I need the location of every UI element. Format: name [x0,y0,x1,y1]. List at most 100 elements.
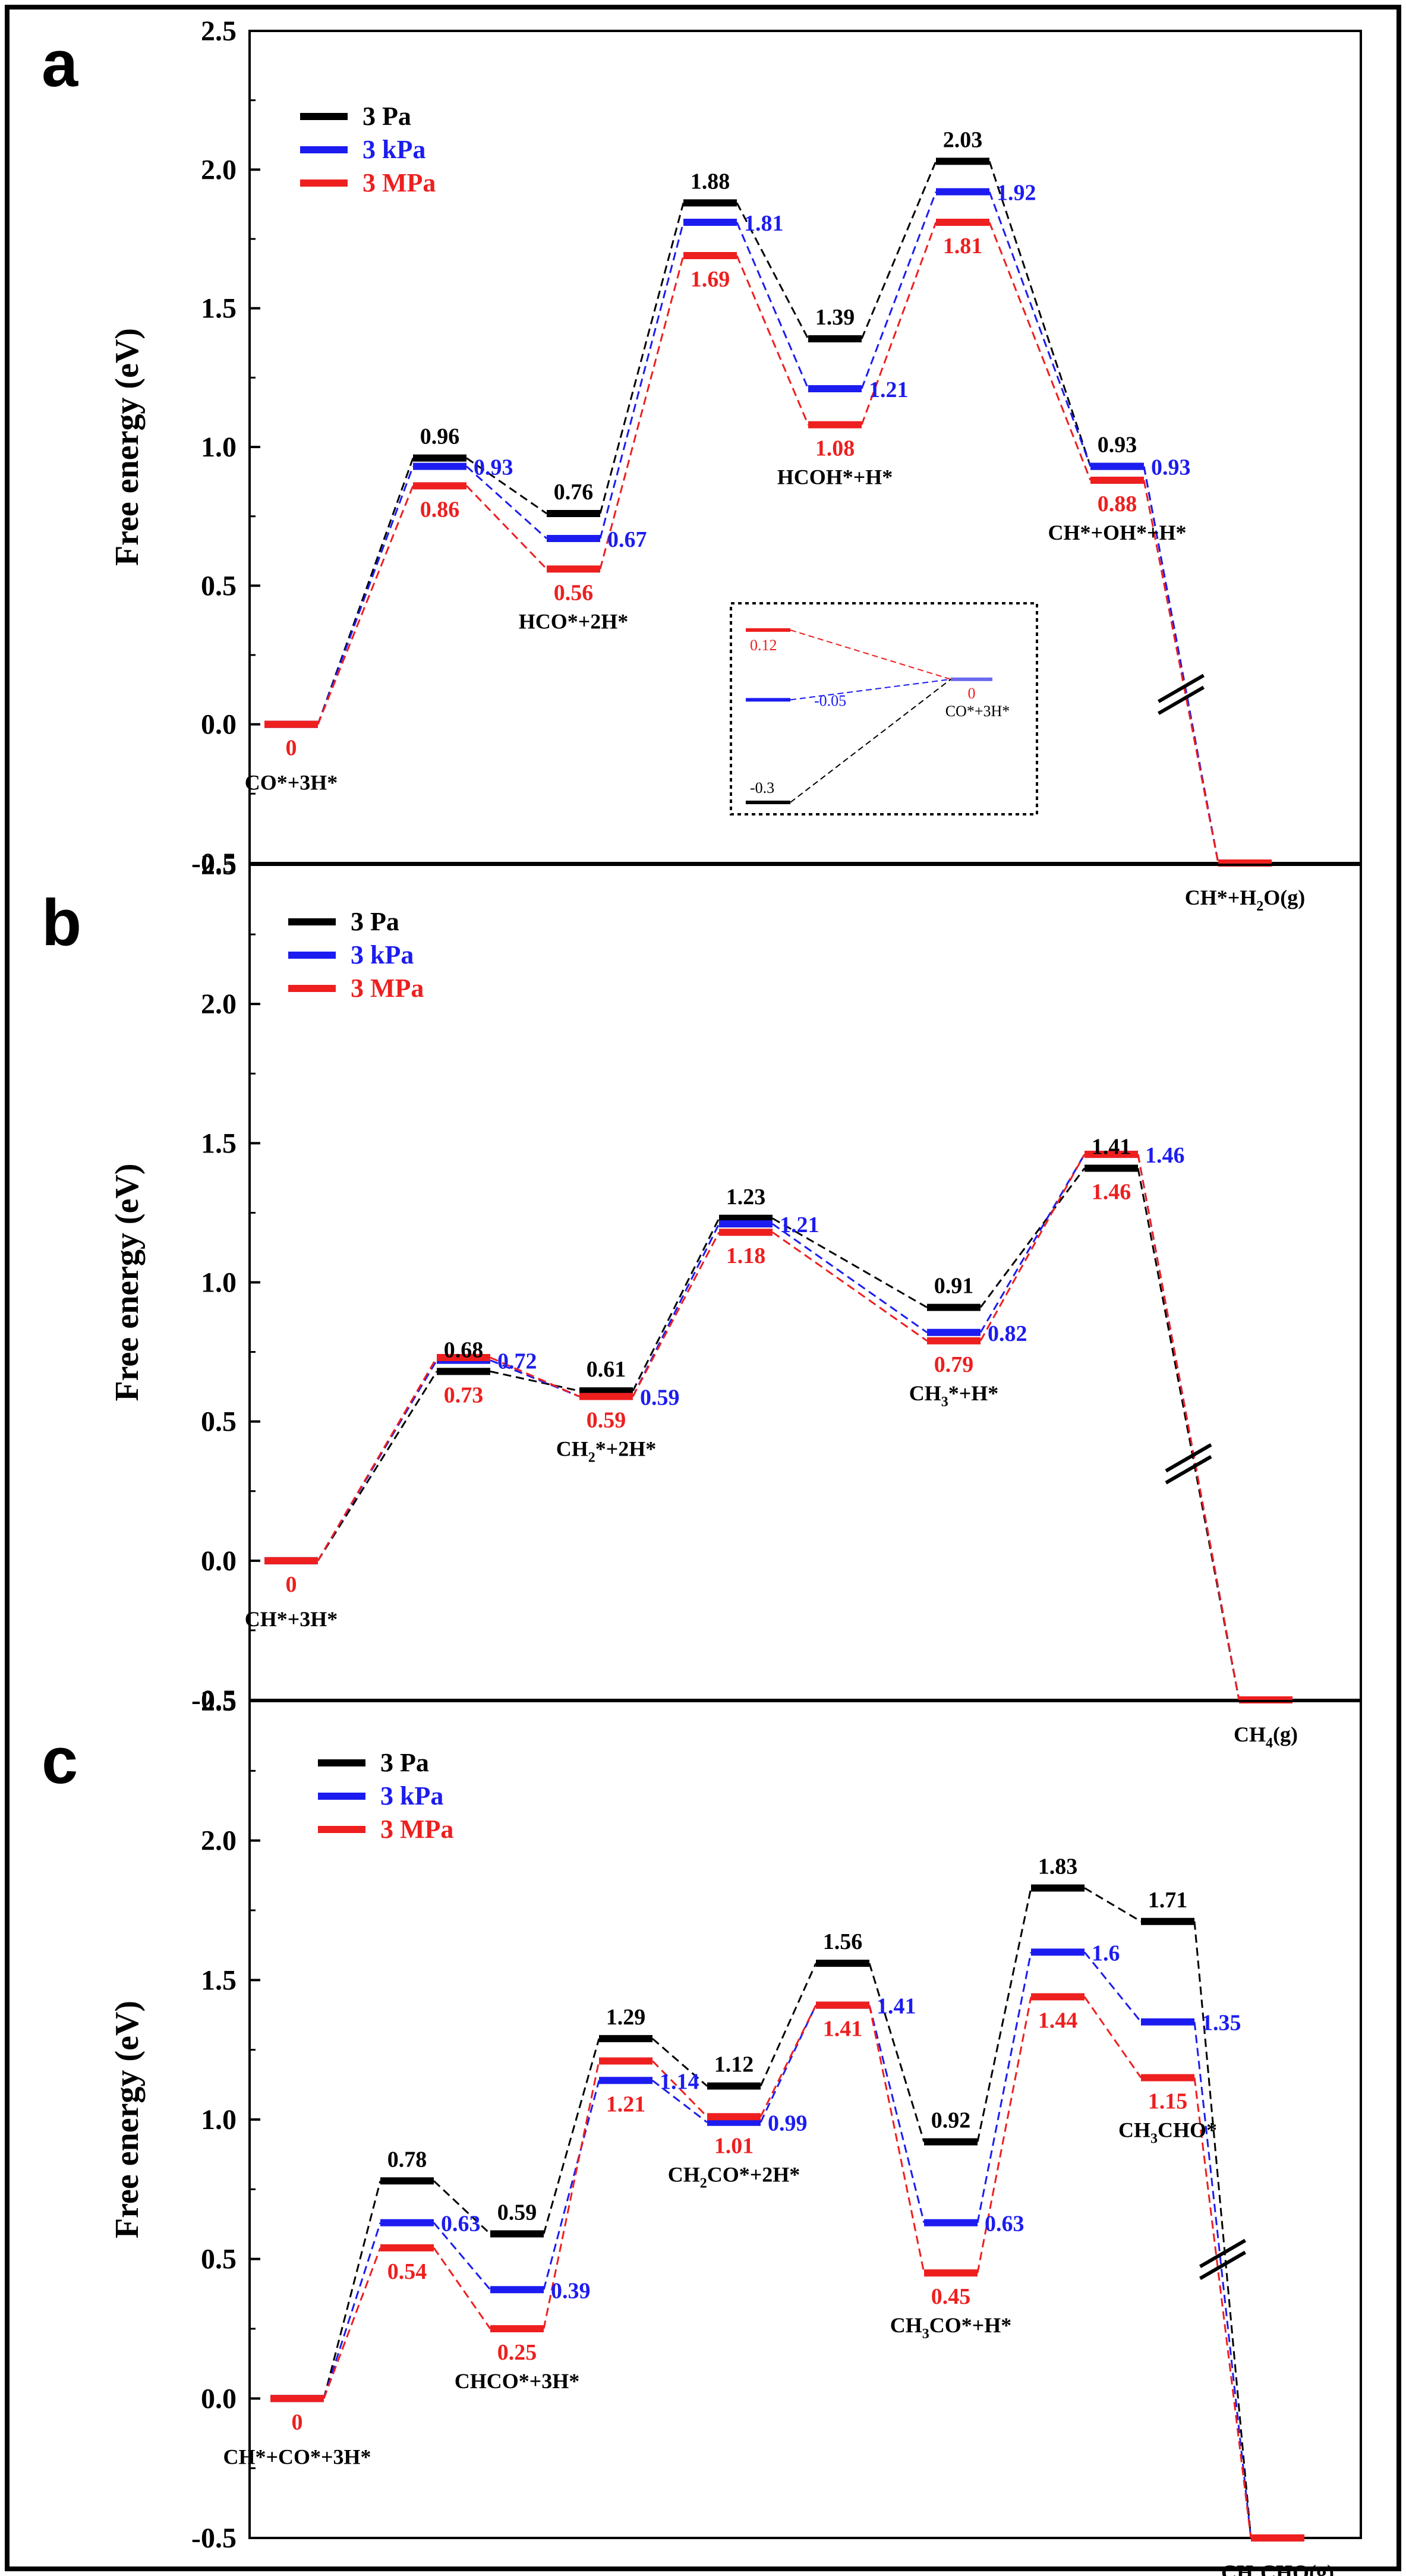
inset-frame [730,602,1038,815]
inset-target-label: CO*+3H* [945,703,1010,720]
panels: a 2.5 2.0 1.5 1.0 0.5 0.0 -0.5 Free energy (eV) 3… [42,15,1362,2576]
connector-line [979,1167,1086,1308]
connector-line [988,160,1092,467]
y-tick-label: 0.5 [201,1406,237,1438]
connector-line [979,1154,1086,1341]
value-label: 0.63 [441,2212,481,2237]
value-label: 1.41 [823,2017,863,2042]
connector-line [988,191,1092,467]
value-label: 1.56 [823,1929,863,1954]
value-label: 0.96 [420,424,460,449]
y-tick-label: 1.0 [201,2104,237,2136]
panel-b: b 2.5 2.0 1.5 1.0 0.5 0.0 -0.5 Free energy (eV) 3… [42,849,1362,1751]
connector-line [632,1232,720,1397]
species-label: CH2*+2H* [556,1437,657,1466]
inset-zero-label: 0 [968,685,976,702]
value-label: 0.39 [551,2278,591,2303]
y-tick-label: 1.5 [201,293,237,325]
value-label: 0.78 [387,2147,427,2172]
species-label: CO*+3H* [245,771,338,795]
value-label: 0.93 [1151,455,1191,480]
figure-outer-border [5,5,1401,2571]
connector-line [323,2247,382,2399]
legend-entry: 3 Pa [351,907,399,936]
value-label: 1.23 [726,1185,766,1210]
connector-line [868,2005,925,2224]
value-label: 0.82 [988,1321,1027,1346]
connector-line [772,1217,928,1308]
value-label: 0.67 [607,527,647,552]
y-tick-label: -0.5 [191,2523,237,2554]
value-label: 1.83 [1038,1854,1078,1879]
inset-level-label: 0.12 [750,637,777,654]
panel-letter: c [42,1724,78,1797]
value-label: 0.93 [474,455,513,480]
connector-line [772,1231,928,1342]
connector-line [759,2004,817,2123]
value-label: 0.45 [931,2284,971,2309]
connector-line [465,465,548,540]
y-tick-label: 2.5 [201,849,237,881]
connector-line [976,1888,1032,2142]
connector-line [860,222,937,426]
inset-level-label: -0.3 [750,779,774,796]
value-label: 1.14 [660,2069,699,2094]
connector-line [652,2038,708,2087]
connector-line [599,255,685,569]
value-label: 1.18 [726,1243,766,1268]
connector-line [868,1963,925,2142]
connector-line [736,255,809,426]
species-label: CH*+CO*+3H* [223,2445,371,2468]
connector-line [1193,1921,1252,2539]
y-axis-label: Free energy (eV) [109,2001,146,2238]
y-tick-label: 1.0 [201,1267,237,1299]
species-label: CH3CO*+H* [890,2313,1012,2342]
y-tick-label: -0.5 [191,1684,237,1716]
connector-line [1193,2077,1252,2539]
y-tick-label: 2.5 [201,1686,237,1717]
value-label: 0.68 [444,1337,484,1362]
legend-entry: 3 Pa [362,102,411,131]
connector-line [868,2005,925,2273]
value-label: 0.59 [587,1408,626,1433]
connector-line [860,191,937,389]
value-label: 0.91 [934,1274,974,1299]
connector-line [317,1357,438,1561]
value-label: 0.76 [554,480,594,505]
connector-line [1084,1887,1142,1923]
legend-entry: 3 MPa [380,1815,453,1844]
value-label: 1.6 [1092,1941,1120,1966]
value-label: 1.81 [943,234,983,259]
value-label: 1.69 [691,267,730,292]
y-tick-label: 0.0 [201,1545,237,1577]
panel-a: a 2.5 2.0 1.5 1.0 0.5 0.0 -0.5 Free energy (eV) 3… [42,15,1362,914]
connector-line [490,1356,580,1397]
y-tick-label: 2.5 [201,15,237,47]
connector-line [323,2222,382,2399]
axis-break-mark [1165,1455,1212,1485]
y-tick-label: 1.5 [201,1964,237,1996]
value-label: 2.03 [943,127,983,152]
value-label: 1.41 [1092,1134,1131,1159]
connector-line [543,2061,600,2329]
value-label: 0 [286,736,297,761]
connector-line [988,222,1092,481]
legend-entry: 3 MPa [351,974,424,1003]
inset: 0CO*+3H* 0.12 -0.05 -0.3 [730,602,1038,815]
inset-level-label: -0.05 [814,692,846,709]
connector-line [979,1154,1086,1333]
value-label: 1.46 [1092,1179,1131,1204]
species-label: HCO*+2H* [519,609,629,633]
value-label: 1.44 [1038,2008,1078,2033]
species-label: CHCO*+3H* [455,2369,580,2393]
y-tick-label: 0.0 [201,2383,237,2414]
value-label: 1.21 [869,377,909,402]
legend-entry: 3 MPa [362,168,436,197]
connector-line [543,2080,600,2290]
panel-letter: a [42,27,78,100]
connector-line [1083,1996,1142,2079]
species-label: CH3CHO(g) [1221,2561,1334,2576]
species-label: CH*+3H* [245,1607,338,1631]
connector-line [1083,1951,1142,2023]
axis-break-mark [1199,2250,1247,2280]
